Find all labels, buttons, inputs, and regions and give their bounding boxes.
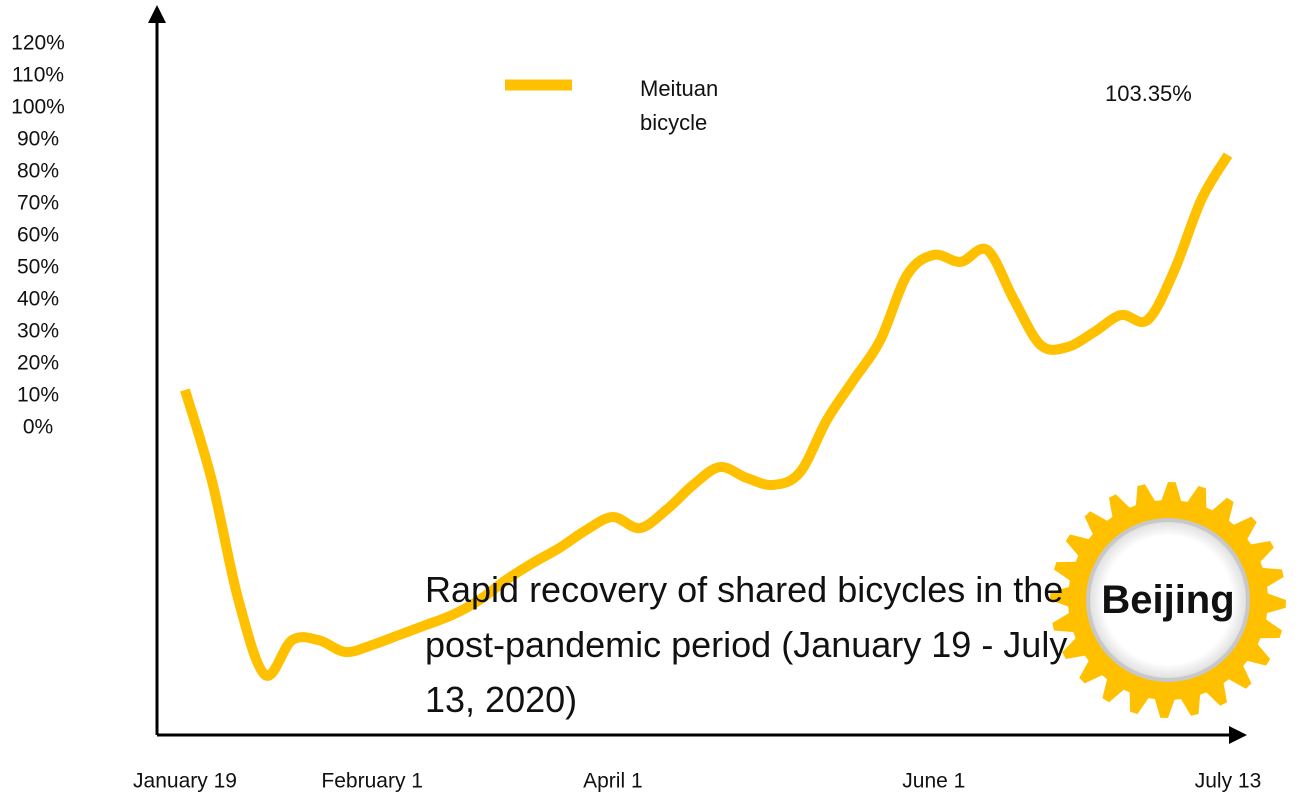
y-tick-label: 120% bbox=[11, 32, 65, 55]
y-tick-label: 70% bbox=[17, 192, 59, 215]
x-tick-label: April 1 bbox=[583, 770, 643, 793]
x-tick-label: June 1 bbox=[902, 770, 965, 793]
y-tick-label: 60% bbox=[17, 224, 59, 247]
y-tick-label: 50% bbox=[17, 256, 59, 279]
y-tick-label: 10% bbox=[17, 384, 59, 407]
x-tick-label: January 19 bbox=[133, 770, 237, 793]
chart-title: Rapid recovery of shared bicycles in the… bbox=[425, 569, 1068, 720]
y-tick-label: 100% bbox=[11, 96, 65, 119]
x-tick-label: February 1 bbox=[321, 770, 423, 793]
annotation: 103.35% bbox=[1105, 81, 1192, 106]
y-tick-label: 40% bbox=[17, 288, 59, 311]
badge bbox=[1050, 482, 1286, 718]
y-tick-label: 0% bbox=[23, 416, 53, 439]
y-tick-label: 90% bbox=[17, 128, 59, 151]
y-tick-label: 20% bbox=[17, 352, 59, 375]
y-tick-label: 30% bbox=[17, 320, 59, 343]
y-tick-label: 80% bbox=[17, 160, 59, 183]
y-tick-label: 110% bbox=[12, 64, 64, 87]
x-tick-label: July 13 bbox=[1195, 770, 1262, 793]
series-line bbox=[180, 152, 1233, 681]
legend-label: Meituan bicycle bbox=[640, 76, 719, 135]
badge-label: Beijing bbox=[1101, 578, 1235, 622]
badge-inner bbox=[1086, 518, 1250, 682]
